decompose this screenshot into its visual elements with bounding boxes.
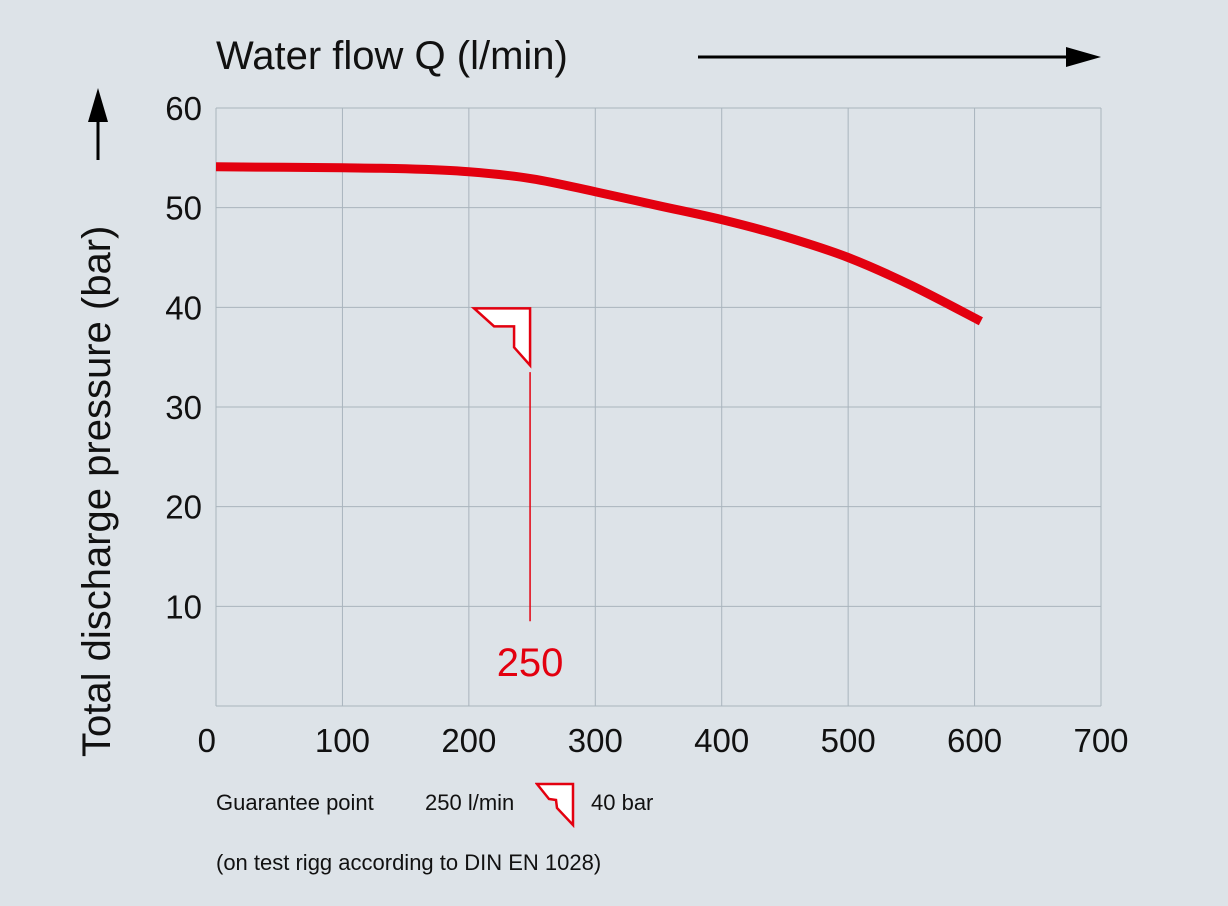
y-axis-arrow [88,88,108,160]
x-tick-label-600: 600 [947,722,1002,759]
x-tick-label-700: 700 [1073,722,1128,759]
guarantee-marker [470,307,532,369]
guarantee-label: Guarantee point [216,790,374,815]
y-tick-label-20: 20 [165,489,202,526]
y-tick-label-30: 30 [165,389,202,426]
y-tick-label-10: 10 [165,588,202,625]
y-tick-label-60: 60 [165,90,202,127]
x-axis-title: Water flow Q (l/min) [216,34,568,78]
guarantee-flow-label: 250 [497,641,564,685]
series-line-0 [215,162,983,326]
grid [215,107,1102,707]
x-tick-label-400: 400 [694,722,749,759]
guarantee-marker-icon [535,782,575,828]
x-tick-label-0: 0 [198,722,216,759]
x-tick-label-500: 500 [821,722,876,759]
series-layer [215,162,983,326]
annotation-layer: 250 [470,307,564,685]
x-tick-label-300: 300 [568,722,623,759]
y-tick-labels: 10 20 30 40 50 60 [165,90,202,625]
x-tick-label-200: 200 [441,722,496,759]
x-axis-arrow [698,47,1101,67]
test-rig-note: (on test rigg according to DIN EN 1028) [216,850,602,875]
guarantee-pressure: 40 bar [591,790,654,815]
y-axis-title: Total discharge pressure (bar) [75,226,119,757]
y-tick-label-50: 50 [165,190,202,227]
y-tick-label-40: 40 [165,289,202,326]
guarantee-flow: 250 l/min [425,790,515,815]
x-tick-labels: 0 100 200 300 400 500 600 700 [198,722,1129,759]
x-tick-label-100: 100 [315,722,370,759]
